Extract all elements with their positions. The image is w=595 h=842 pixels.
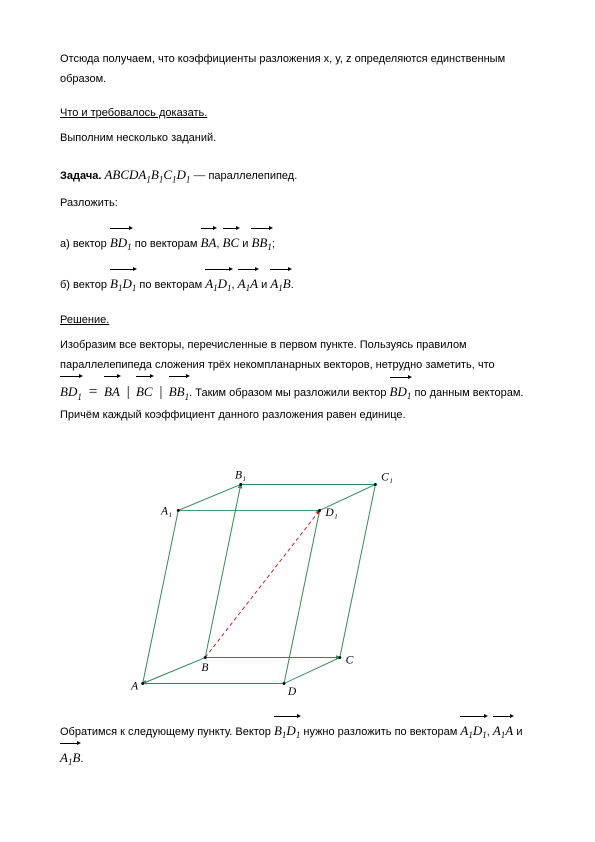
item-a: а) вектор BD1 по векторам BA, BC и BB1; [60, 228, 535, 255]
vector-bd1: BD1 [110, 228, 132, 255]
final-paragraph: Обратимся к следующему пункту. Вектор B1… [60, 716, 535, 771]
svg-text:D₁: D₁ [324, 507, 337, 519]
decompose-label: Разложить: [60, 194, 535, 214]
eq-bd1: BD1 [60, 376, 82, 406]
task-line: Задача. ABCDA1B1C1D1 — параллелепипед. [60, 163, 535, 188]
vector-a1b-final: A1B [60, 743, 80, 770]
vector-a1d1: A1D1 [205, 269, 231, 296]
svg-text:A₁: A₁ [160, 505, 172, 517]
svg-text:B: B [201, 662, 208, 674]
vector-b1d1: B1D1 [110, 269, 136, 296]
eq-bb1: BB1 [169, 376, 189, 406]
task-formula: ABCDA1B1C1D1 — [104, 167, 208, 182]
vector-b1d1-final: B1D1 [274, 716, 300, 743]
svg-text:D: D [287, 686, 297, 696]
svg-text:A: A [130, 680, 139, 692]
eq-ba: BA [104, 376, 120, 406]
diagram-svg: A B C D A₁ B₁ C₁ D₁ [120, 446, 400, 696]
vector-bd1-again: BD1 [390, 377, 412, 404]
task-tail: параллелепипед. [208, 170, 297, 182]
vector-a1d1-final: A1D1 [460, 716, 486, 743]
vector-ba: BA [201, 228, 217, 255]
task-label: Задача. [60, 170, 101, 182]
equation: BD1 = BA | BC | BB1 [60, 376, 189, 406]
parallelepiped-diagram: A B C D A₁ B₁ C₁ D₁ [120, 446, 400, 696]
vector-a1a: A1A [238, 269, 258, 296]
vector-a1b: A1B [270, 269, 290, 296]
svg-text:C₁: C₁ [381, 471, 393, 483]
paragraph-intro: Отсюда получаем, что коэффициенты разлож… [60, 50, 535, 90]
solution-label: Решение. [60, 311, 535, 331]
eq-bc: BC [136, 376, 153, 406]
svg-text:C: C [346, 654, 354, 666]
qed-text: Что и требовалось доказать. [60, 107, 207, 119]
vector-bb1: BB1 [251, 228, 271, 255]
vector-a1a-final: A1A [493, 716, 513, 743]
item-b: б) вектор B1D1 по векторам A1D1, A1A и A… [60, 269, 535, 296]
solution-text: Изобразим все векторы, перечисленные в п… [60, 336, 535, 425]
document-page: Отсюда получаем, что коэффициенты разлож… [0, 0, 595, 816]
lets-do-text: Выполним несколько заданий. [60, 129, 535, 149]
svg-text:B₁: B₁ [235, 469, 246, 481]
vector-bc: BC [223, 228, 240, 255]
qed-line: Что и требовалось доказать. [60, 104, 535, 124]
